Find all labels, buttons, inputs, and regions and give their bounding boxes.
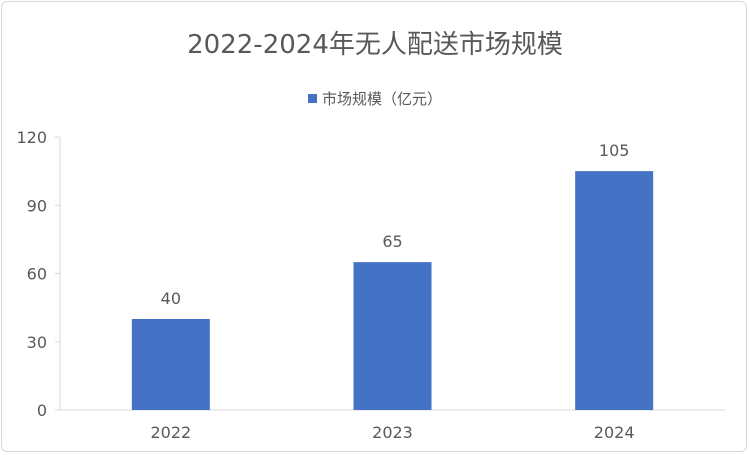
y-tick-label: 30 [27, 333, 47, 352]
y-tick-label: 60 [27, 265, 47, 284]
x-tick-label: 2024 [594, 423, 635, 442]
bar-2023 [353, 262, 432, 410]
chart-title: 2022-2024年无人配送市场规模 [187, 30, 563, 60]
data-label-2023: 65 [382, 232, 402, 251]
y-tick-label: 0 [37, 401, 47, 420]
bar-2022 [131, 319, 210, 410]
legend: 市场规模（亿元） [0, 88, 750, 109]
bar-2024 [575, 171, 654, 410]
data-label-2022: 40 [161, 289, 181, 308]
y-tick-label: 120 [16, 128, 47, 147]
legend-swatch [307, 94, 317, 103]
y-tick-label: 90 [27, 196, 47, 215]
legend-label: 市场规模（亿元） [321, 90, 442, 108]
x-tick-label: 2023 [372, 423, 413, 442]
data-label-2024: 105 [599, 141, 630, 160]
x-tick-label: 2022 [150, 423, 191, 442]
